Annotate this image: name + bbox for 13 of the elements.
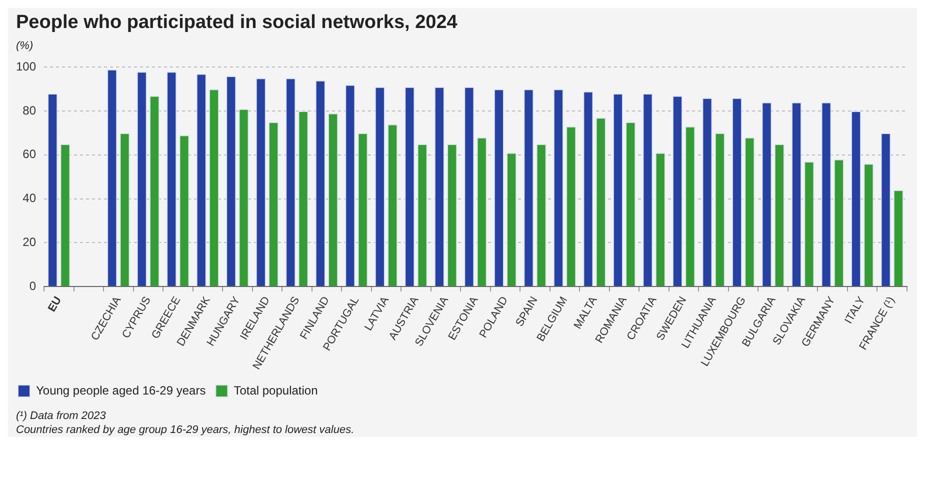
y-tick-label: 100 (16, 60, 36, 74)
chart-title: People who participated in social networks, 2024 (15, 11, 458, 34)
x-tick-label: EU (46, 294, 64, 314)
y-tick-label: 60 (22, 147, 36, 162)
y-tick-label: 40 (22, 191, 36, 206)
y-axis-title: (%) (15, 39, 34, 52)
legend-label: Young people aged 16-29 years (36, 383, 206, 398)
y-tick-label: 80 (22, 103, 36, 118)
y-tick-label: 20 (22, 234, 36, 249)
text: Countries ranked by age group 16-29 years, highest to lowest values. (16, 423, 356, 437)
legend-label: Total population (234, 383, 318, 398)
text: (¹) Data from 2023 (16, 409, 107, 423)
y-tick-label: 0 (29, 278, 36, 293)
